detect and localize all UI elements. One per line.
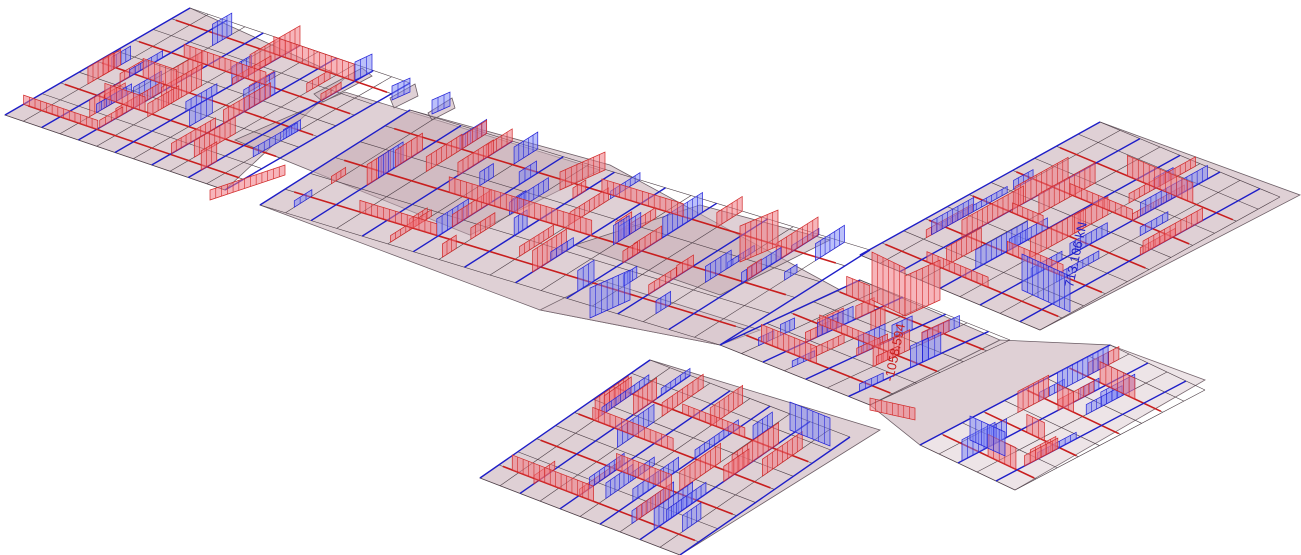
diagram-strip-red [716, 195, 743, 228]
diagram-strip-blue [705, 249, 732, 283]
diagram-strip-blue [1069, 222, 1108, 256]
diagram-strip-red [470, 212, 496, 240]
grid-line [869, 339, 1011, 406]
grid-line [919, 444, 1016, 491]
diagram-strip-red [739, 209, 779, 263]
grid-line [1014, 389, 1206, 491]
beam-line-blue [679, 436, 851, 555]
diagram-strip-blue [513, 131, 539, 165]
diagram-strip-red [648, 266, 677, 295]
diagram-strip-red [1142, 207, 1203, 255]
beam-line-blue [719, 249, 871, 346]
diagram-strip-red [709, 384, 744, 427]
diagram-strip-red [448, 176, 593, 237]
diagram-strip-red [819, 314, 881, 350]
diagram-strip-red [519, 224, 554, 257]
grid-line [1039, 196, 1281, 331]
diagram-strip-red [676, 254, 694, 278]
diagram-strip-blue [789, 401, 831, 447]
diagram-strip-red [946, 227, 982, 266]
beam-line-blue [259, 109, 411, 206]
diagram-strip-red [425, 133, 463, 173]
diagram-strip-blue [589, 269, 631, 319]
grid-line [766, 323, 917, 384]
diagram-strip-red [1069, 183, 1133, 221]
diagram-strip-red [457, 139, 494, 177]
beam-line-blue [719, 279, 861, 346]
diagram-strip-red [926, 251, 989, 288]
diagram-strip-blue [589, 452, 625, 490]
diagram-strip-red [395, 132, 423, 168]
beam-line-blue [187, 69, 374, 179]
diagram-strip-red [723, 448, 750, 483]
diagram-strip-red [209, 164, 286, 201]
diagram-strip-blue [1139, 211, 1169, 237]
beam-line-blue [224, 82, 411, 191]
diagram-strip-red [682, 403, 746, 438]
diagram-strip-red [87, 52, 114, 85]
grid-line [719, 344, 871, 406]
beam-line-blue [599, 405, 771, 525]
diagram-strip-red [633, 377, 657, 416]
beam-line-blue [859, 121, 1101, 256]
beam-line-blue [479, 359, 651, 479]
diagram-strip-red [23, 94, 99, 131]
diagram-strip-blue [780, 317, 795, 336]
diagram-strip-red [104, 82, 146, 113]
diagram-strip-red [462, 119, 488, 150]
diagram-strip-red [359, 199, 438, 236]
force-diagrams [23, 12, 1208, 533]
grid-line [1109, 344, 1206, 391]
